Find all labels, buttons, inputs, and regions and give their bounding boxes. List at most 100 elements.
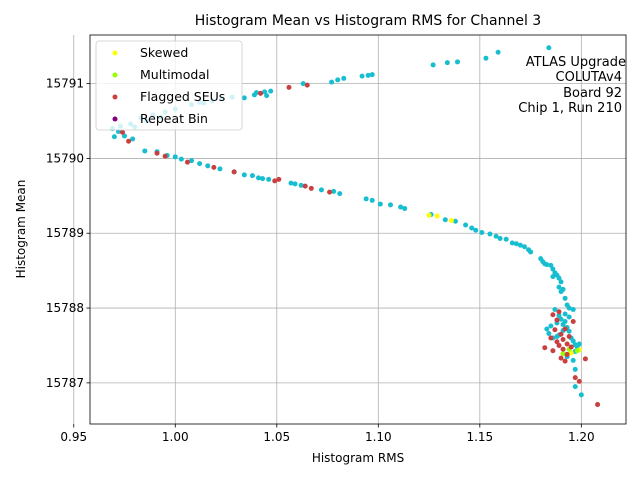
data-point-flagged-seus xyxy=(154,150,160,156)
data-point-flagged-seus xyxy=(570,319,576,325)
data-point-flagged-seus xyxy=(582,356,588,362)
data-point-baseline xyxy=(377,201,383,207)
data-point-flagged-seus xyxy=(286,84,292,90)
data-point-baseline xyxy=(493,233,499,239)
data-point-flagged-seus xyxy=(119,129,125,135)
data-point-flagged-seus xyxy=(162,153,168,159)
data-point-baseline xyxy=(560,322,566,328)
data-point-baseline xyxy=(546,45,552,51)
legend: Skewed Multimodal Flagged SEUs Repeat Bi… xyxy=(95,40,243,131)
data-point-baseline xyxy=(111,134,117,140)
data-point-baseline xyxy=(172,154,178,160)
data-point-baseline xyxy=(292,181,298,187)
legend-label-repeat-bin: Repeat Bin xyxy=(140,111,208,126)
data-point-flagged-seus xyxy=(550,312,556,318)
data-point-baseline xyxy=(544,262,550,268)
data-point-flagged-seus xyxy=(554,317,560,323)
legend-marker-repeat-bin xyxy=(112,116,118,122)
data-point-baseline xyxy=(558,279,564,285)
data-point-baseline xyxy=(262,89,268,95)
data-point-flagged-seus xyxy=(556,309,562,315)
grid-lines xyxy=(73,35,626,424)
y-tick-label: 15787 xyxy=(46,376,84,390)
data-point-baseline xyxy=(562,295,568,301)
data-point-flagged-seus xyxy=(542,345,548,351)
data-point-baseline xyxy=(521,244,527,250)
data-point-flagged-seus xyxy=(304,82,310,88)
data-point-baseline xyxy=(550,266,556,272)
data-point-flagged-seus xyxy=(550,348,556,354)
annotation-line-1: ATLAS Upgrade xyxy=(526,55,626,70)
data-point-baseline xyxy=(369,72,375,78)
data-point-flagged-seus xyxy=(564,341,570,347)
data-point-flagged-seus xyxy=(558,331,564,337)
y-axis-label: Histogram Mean xyxy=(14,180,28,279)
data-point-baseline xyxy=(365,72,371,78)
data-point-skewed xyxy=(568,350,574,356)
data-point-flagged-seus xyxy=(562,326,568,332)
data-point-multimodal xyxy=(560,351,566,357)
data-point-baseline xyxy=(572,384,578,390)
data-point-baseline xyxy=(430,62,436,68)
data-point-baseline xyxy=(189,158,195,164)
data-point-baseline xyxy=(122,133,128,139)
x-axis-label: Histogram RMS xyxy=(312,451,404,465)
data-point-baseline xyxy=(503,236,509,242)
data-point-baseline xyxy=(241,172,247,178)
data-point-baseline xyxy=(528,249,534,255)
data-point-baseline xyxy=(558,316,564,322)
data-point-flagged-seus xyxy=(552,327,558,333)
series-points xyxy=(119,82,601,408)
data-point-flagged-seus xyxy=(595,402,601,408)
plot-frame xyxy=(89,34,627,425)
data-point-baseline xyxy=(556,284,562,290)
data-point-flagged-seus xyxy=(558,355,564,361)
data-point-baseline xyxy=(205,163,211,169)
data-point-skewed xyxy=(448,218,454,224)
data-point-flagged-seus xyxy=(231,169,237,175)
legend-label-flagged-seus: Flagged SEUs xyxy=(140,89,225,104)
legend-marker-multimodal xyxy=(112,72,118,78)
data-point-baseline xyxy=(264,93,270,99)
data-point-flagged-seus xyxy=(562,358,568,364)
data-point-baseline xyxy=(570,307,576,313)
y-tick-label: 15789 xyxy=(46,226,84,240)
data-point-baseline xyxy=(479,229,485,235)
data-point-skewed xyxy=(434,213,440,219)
data-point-baseline xyxy=(253,90,259,96)
data-point-baseline xyxy=(444,60,450,66)
data-point-flagged-seus xyxy=(327,189,333,195)
data-point-skewed xyxy=(426,212,432,218)
data-point-baseline xyxy=(560,286,566,292)
data-point-baseline xyxy=(576,341,582,347)
data-point-baseline xyxy=(469,225,475,231)
data-point-baseline xyxy=(130,136,136,142)
data-point-flagged-seus xyxy=(184,159,190,165)
data-point-baseline xyxy=(452,218,458,224)
data-point-baseline xyxy=(359,73,365,79)
data-point-baseline xyxy=(550,274,556,280)
data-point-flagged-seus xyxy=(126,138,132,144)
data-point-baseline xyxy=(318,187,324,193)
data-point-baseline xyxy=(517,242,523,248)
data-point-baseline xyxy=(487,231,493,237)
data-point-baseline xyxy=(546,330,552,336)
data-point-baseline xyxy=(548,262,554,268)
data-point-baseline xyxy=(497,235,503,241)
data-point-baseline xyxy=(566,328,572,334)
data-point-baseline xyxy=(142,148,148,154)
legend-label-multimodal: Multimodal xyxy=(140,67,209,82)
data-point-flagged-seus xyxy=(211,164,217,170)
data-point-flagged-seus xyxy=(276,176,282,182)
data-point-baseline xyxy=(554,333,560,339)
data-point-baseline xyxy=(387,202,393,208)
data-point-baseline xyxy=(513,241,519,247)
data-point-flagged-seus xyxy=(308,185,314,191)
data-point-baseline xyxy=(337,191,343,197)
x-tick-label: 1.20 xyxy=(568,430,595,444)
data-point-baseline xyxy=(572,366,578,372)
data-point-baseline xyxy=(566,314,572,320)
data-point-flagged-seus xyxy=(554,339,560,345)
data-point-baseline xyxy=(483,55,489,61)
